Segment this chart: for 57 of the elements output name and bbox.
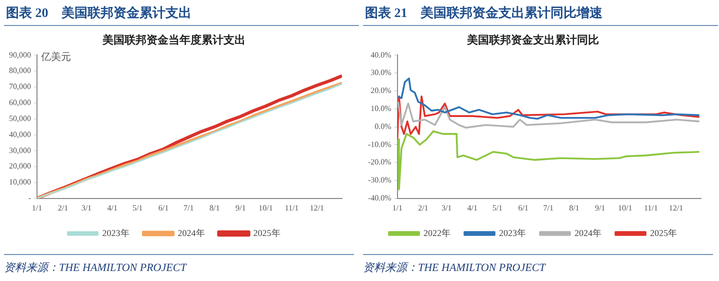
y-tick-label: 30,000 — [9, 146, 31, 155]
y-tick-label: - — [28, 193, 32, 202]
y-tick-label: 90,000 — [9, 50, 31, 60]
x-tick-label: 4/1 — [467, 203, 478, 212]
chart-title: 图表 21 美国联邦资金支出累计同比增速 — [363, 0, 718, 26]
y-tick-label: 40,000 — [9, 130, 31, 139]
y-tick-label: 70,000 — [9, 82, 31, 92]
y-tick-label: 10.0% — [370, 104, 392, 113]
x-tick-label: 8/1 — [210, 203, 220, 212]
chart-subtitle: 美国联邦资金支出累计同比 — [466, 33, 599, 46]
y-tick-label: 60,000 — [9, 98, 31, 108]
y-axis-title: 亿美元 — [40, 50, 71, 63]
x-tick-label: 2/1 — [58, 203, 68, 212]
legend-label: 2023年 — [102, 228, 130, 238]
y-tick-label: -30.0% — [368, 176, 392, 185]
y-tick-label: 20,000 — [9, 162, 31, 171]
x-tick-label: 1/1 — [392, 203, 402, 212]
chart-subtitle: 美国联邦资金当年度累计支出 — [102, 33, 246, 46]
x-tick-label: 9/1 — [594, 203, 606, 212]
text: 资料来源：THE HAMILTON PROJECT — [4, 254, 354, 275]
y-tick-label: 80,000 — [9, 66, 31, 76]
x-tick-label: 2/1 — [418, 203, 428, 212]
y-tick-label: 0.0% — [374, 122, 392, 131]
x-tick-label: 7/1 — [543, 203, 554, 212]
legend-label: 2024年 — [574, 228, 602, 238]
x-tick-label: 7/1 — [184, 203, 194, 212]
x-tick-label: 4/1 — [107, 203, 118, 212]
x-tick-label: 10/1 — [618, 203, 632, 212]
y-tick-label: 20.0% — [370, 86, 392, 96]
x-tick-label: 6/1 — [158, 203, 169, 212]
x-tick-label: 11/1 — [284, 203, 299, 212]
y-tick-label: 40.0% — [370, 50, 392, 60]
y-tick-label: 30.0% — [370, 68, 392, 78]
x-tick-label: 5/1 — [492, 203, 503, 212]
x-tick-label: 3/1 — [441, 203, 452, 212]
chart-title: 图表 20 美国联邦资金累计支出 — [4, 0, 359, 26]
legend-label: 2025年 — [650, 228, 677, 238]
x-tick-label: 6/1 — [518, 203, 528, 212]
text: 资料来源：THE HAMILTON PROJECT — [363, 254, 713, 275]
legend-label: 2023年 — [499, 228, 526, 238]
y-tick-label: 50,000 — [9, 114, 31, 123]
x-tick-label: 11/1 — [644, 203, 658, 212]
y-tick-label: -10.0% — [368, 140, 392, 149]
x-tick-label: 8/1 — [569, 203, 580, 212]
legend-label: 2022年 — [424, 228, 450, 238]
legend-label: 2025年 — [253, 228, 280, 238]
x-tick-label: 12/1 — [668, 203, 684, 212]
x-tick-label: 12/1 — [310, 203, 324, 212]
y-tick-label: -20.0% — [368, 158, 392, 167]
y-tick-label: -40.0% — [368, 193, 392, 202]
x-tick-label: 9/1 — [235, 203, 246, 212]
x-tick-label: 3/1 — [81, 203, 92, 212]
y-tick-label: 10,000 — [9, 178, 31, 187]
x-tick-label: 1/1 — [32, 203, 42, 212]
legend-label: 2024年 — [178, 228, 205, 238]
x-tick-label: 10/1 — [258, 203, 273, 212]
x-tick-label: 5/1 — [132, 203, 143, 212]
